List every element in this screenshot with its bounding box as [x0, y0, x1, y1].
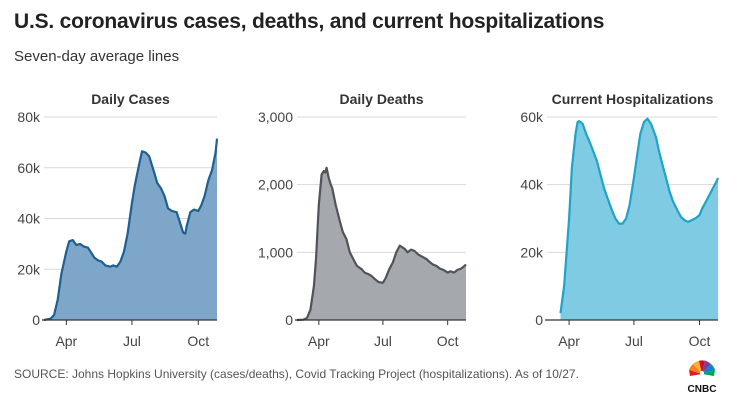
series-line	[559, 117, 720, 314]
page-subtitle: Seven-day average lines	[14, 48, 180, 65]
page-title: U.S. coronavirus cases, deaths, and curr…	[14, 10, 605, 33]
series-area	[44, 138, 217, 320]
x-tick-label: Apr	[308, 333, 330, 349]
y-tick-label: 40k	[17, 211, 41, 227]
x-tick-label: Oct	[437, 333, 459, 349]
series-area	[560, 118, 718, 320]
y-tick-label: 0	[285, 312, 293, 328]
y-tick-label: 80k	[17, 109, 41, 125]
cnbc-peacock-logo-icon: CNBC	[688, 360, 717, 395]
y-tick-label: 60k	[17, 160, 41, 176]
y-tick-label: 1,000	[258, 244, 293, 260]
y-tick-label: 40k	[520, 177, 544, 193]
chart-panel-deaths: Daily Deaths 0 1,000 2,000 3,000 Apr Jul Oct	[258, 91, 467, 349]
chart-panel-hospitalizations: Current Hospitalizations 0 20k 40k 60k Apr Jul…	[520, 91, 720, 349]
chart-panel-cases: Daily Cases 0 20k 40k 60k 80k Apr Jul Oct	[17, 91, 219, 349]
y-tick-label: 0	[32, 312, 40, 328]
source-note: SOURCE: Johns Hopkins University (cases/…	[14, 367, 579, 381]
x-tick-label: Apr	[558, 333, 580, 349]
x-tick-label: Jul	[625, 333, 643, 349]
logo-text: CNBC	[688, 384, 717, 395]
series-line	[43, 138, 219, 322]
x-tick-label: Jul	[123, 333, 141, 349]
y-tick-label: 0	[535, 312, 543, 328]
y-tick-label: 60k	[520, 109, 544, 125]
y-tick-label: 3,000	[258, 109, 293, 125]
x-tick-label: Oct	[187, 333, 209, 349]
chart-title: Daily Deaths	[339, 91, 423, 107]
series-area	[297, 167, 466, 320]
y-tick-label: 2,000	[258, 177, 293, 193]
y-tick-label: 20k	[520, 244, 544, 260]
x-tick-label: Oct	[689, 333, 711, 349]
x-tick-label: Jul	[374, 333, 392, 349]
chart-title: Daily Cases	[91, 91, 170, 107]
series-line	[296, 166, 467, 322]
chart-title: Current Hospitalizations	[552, 91, 714, 107]
y-tick-label: 20k	[17, 261, 41, 277]
x-tick-label: Apr	[55, 333, 77, 349]
